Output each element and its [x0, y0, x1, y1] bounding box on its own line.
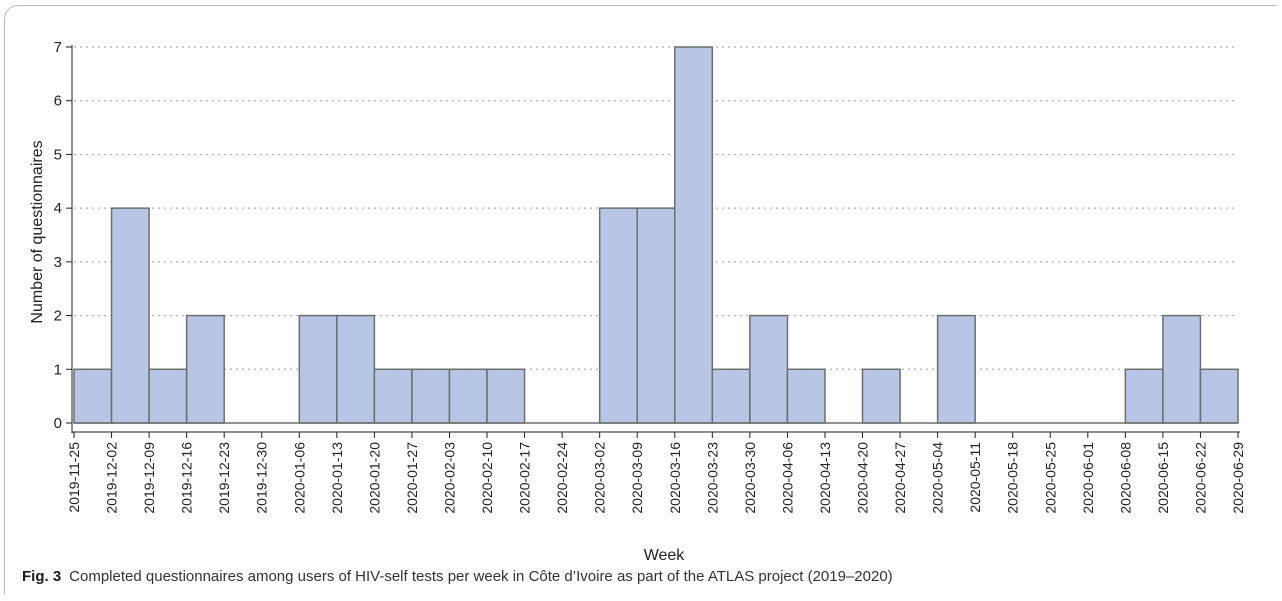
x-tick-label: 2020-03-02: [592, 442, 608, 514]
x-tick-label: 2019-11-25: [66, 442, 82, 513]
x-tick-label: 2019-12-16: [179, 442, 195, 514]
bar: [148, 368, 188, 424]
y-tick-label: 5: [54, 146, 62, 163]
x-tick-label: 2020-02-03: [441, 442, 457, 514]
bar: [1162, 314, 1202, 424]
x-tick-label: 2020-03-09: [629, 442, 645, 514]
figure-frame: [4, 5, 1277, 594]
y-tick-label: 6: [54, 93, 62, 110]
x-tick-label: 2020-02-10: [479, 442, 495, 514]
x-tick-label: 2020-06-01: [1080, 442, 1096, 514]
bar: [185, 314, 225, 424]
x-tick-label: 2019-12-09: [141, 442, 157, 514]
x-tick-label: 2019-12-30: [254, 442, 270, 514]
x-tick-label: 2020-04-13: [817, 442, 833, 514]
y-tick-label: 7: [54, 39, 62, 56]
x-tick-label: 2020-04-27: [892, 442, 908, 514]
x-tick-label: 2020-06-08: [1117, 442, 1133, 514]
y-tick-label: 1: [54, 361, 62, 378]
bar: [448, 368, 488, 424]
x-tick-label: 2019-12-02: [104, 442, 120, 514]
x-tick-label: 2020-04-06: [779, 442, 795, 514]
bar: [373, 368, 413, 424]
x-tick-label: 2020-03-16: [667, 442, 683, 514]
x-tick-label: 2020-01-20: [366, 442, 382, 514]
bars: [73, 46, 1239, 424]
x-tick-label: 2020-03-23: [704, 442, 720, 514]
x-tick-label: 2020-01-27: [404, 442, 420, 514]
figure-caption: Fig. 3 Completed questionnaires among use…: [22, 568, 893, 585]
x-tick-label: 2020-01-13: [329, 442, 345, 514]
x-tick-label: 2020-05-11: [967, 442, 983, 513]
bar: [749, 314, 789, 424]
bar: [298, 314, 338, 424]
bar: [861, 368, 901, 424]
x-tick-label: 2020-01-06: [291, 442, 307, 514]
bar: [636, 207, 676, 424]
x-tick-label: 2020-05-25: [1042, 442, 1058, 514]
y-axis: 0 1 2 3 4 5 6 7: [54, 39, 73, 433]
bar: [336, 314, 376, 424]
x-tick-label: 2020-04-20: [855, 442, 871, 514]
bar: [1124, 368, 1164, 424]
y-axis-label: Number of questionnaires: [29, 140, 46, 323]
x-tick-label: 2020-06-29: [1230, 442, 1246, 514]
bar: [73, 368, 113, 424]
x-tick-label: 2019-12-23: [216, 442, 232, 514]
y-tick-label: 4: [54, 200, 62, 217]
bar: [1199, 368, 1239, 424]
bar: [486, 368, 526, 424]
bar: [786, 368, 826, 424]
x-axis-label: Week: [644, 547, 686, 564]
x-tick-label: 2020-05-18: [1005, 442, 1021, 514]
x-tick-label: 2020-03-30: [742, 442, 758, 514]
caption-text: Completed questionnaires among users of …: [69, 568, 893, 585]
figure-label: Fig. 3: [22, 568, 62, 585]
x-axis: 2019-11-25 2019-12-02 2019-12-09 2019-12-16…: [66, 431, 1246, 514]
bar: [411, 368, 451, 424]
x-tick-label: 2020-02-17: [517, 442, 533, 514]
bar: [598, 207, 638, 424]
x-tick-label: 2020-02-24: [554, 442, 570, 514]
x-tick-label: 2020-05-04: [930, 442, 946, 514]
x-tick-label: 2020-06-15: [1155, 442, 1171, 514]
bar: [936, 314, 976, 424]
bar: [711, 368, 751, 424]
y-tick-label: 3: [54, 254, 62, 271]
bar: [110, 207, 150, 424]
x-tick-label: 2020-06-22: [1192, 442, 1208, 514]
y-tick-label: 0: [54, 415, 62, 432]
y-tick-label: 2: [54, 308, 62, 325]
bar: [674, 46, 714, 424]
